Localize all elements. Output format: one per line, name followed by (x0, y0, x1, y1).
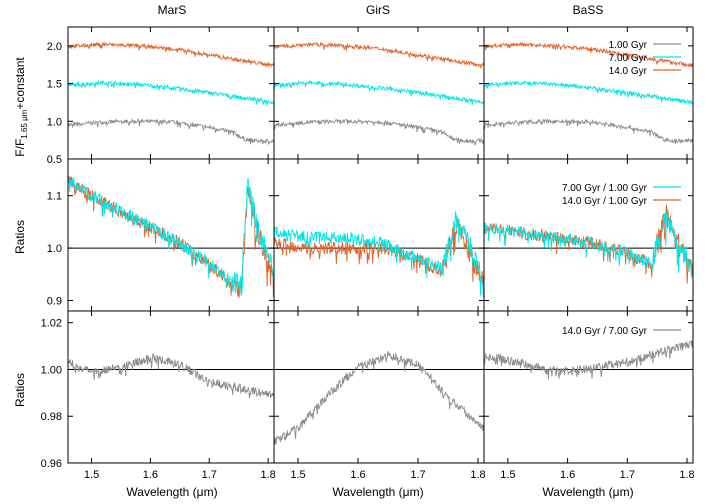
y-tick-label: 0.98 (41, 411, 62, 423)
x-tick-label: 1.6 (350, 469, 365, 481)
y-tick-label: 1.0 (47, 243, 62, 255)
series-line (483, 340, 694, 380)
panel-frame (273, 310, 485, 464)
y-tick-label: 0.96 (41, 458, 62, 470)
ylabel-flux: F/F1.65 μm+constant (13, 57, 29, 157)
y-tick-label: 1.1 (47, 191, 62, 203)
x-tick-label: 1.5 (500, 469, 515, 481)
ylabel-ratios-bottom: Ratios (13, 373, 27, 407)
ylabel-flux-tail: +constant (13, 57, 27, 110)
ylabel-ratios-mid: Ratios (13, 220, 27, 254)
y-tick-label: 1.02 (41, 318, 62, 330)
legend-label: 14.0 Gyr (609, 66, 648, 77)
series-line (483, 41, 694, 68)
x-tick-label: 1.5 (84, 469, 99, 481)
x-tick-label: 1.7 (410, 469, 425, 481)
panel-frame (483, 310, 694, 464)
legend-label: 7.00 Gyr / 1.00 Gyr (562, 183, 648, 194)
y-tick-label: 0.9 (47, 296, 62, 308)
x-tick-label: 1.6 (560, 469, 575, 481)
legend-label: 1.00 Gyr (609, 40, 648, 51)
series-line (67, 177, 275, 296)
series-line (273, 118, 485, 146)
legend-label: 14.0 Gyr / 7.00 Gyr (562, 326, 648, 337)
plot-area: 0.5 1.0 1.5 2.0 1.00 Gyr 7.00 Gyr 14.0 Gyr 0.9 1… (41, 26, 695, 481)
series-line (273, 351, 485, 445)
ylabel-flux-main: F/F (13, 139, 27, 157)
series-line (67, 175, 275, 298)
x-tick-label: 1.7 (620, 469, 635, 481)
x-tick-label: 1.5 (290, 469, 305, 481)
series-line (273, 79, 485, 106)
series-line (67, 79, 275, 106)
y-tick-label: 0.5 (47, 154, 62, 166)
x-tick-label: 1.7 (202, 469, 217, 481)
x-tick-label: 1.6 (143, 469, 158, 481)
series-line (273, 218, 485, 287)
series-line (483, 211, 694, 278)
series-line (273, 41, 485, 69)
column-title-girs: GirS (366, 3, 390, 17)
y-tick-label: 2.0 (47, 41, 62, 53)
y-tick-label: 1.0 (47, 116, 62, 128)
series-line (483, 118, 694, 144)
column-title-bass: BaSS (573, 3, 604, 17)
series-line (273, 211, 485, 298)
x-tick-label: 1.8 (470, 469, 485, 481)
x-tick-label: 1.8 (679, 469, 694, 481)
xlabel-girs: Wavelength (μm) (332, 485, 423, 499)
y-tick-label: 1.00 (41, 364, 62, 376)
panel-frame (483, 26, 694, 160)
y-tick-label: 1.5 (47, 79, 62, 91)
series-line (67, 41, 275, 68)
legend-label: 14.0 Gyr / 1.00 Gyr (562, 196, 648, 207)
x-tick-label: 1.8 (260, 469, 275, 481)
ylabel-flux-sub: 1.65 μm (20, 109, 29, 138)
legend-label: 7.00 Gyr (609, 53, 648, 64)
series-line (483, 80, 694, 105)
series-line (67, 353, 275, 399)
series-line (483, 204, 694, 284)
panel-frame (67, 158, 275, 312)
xlabel-mars: Wavelength (μm) (126, 485, 217, 499)
xlabel-bass: Wavelength (μm) (542, 485, 633, 499)
column-title-mars: MarS (158, 3, 187, 17)
series-line (67, 117, 275, 146)
